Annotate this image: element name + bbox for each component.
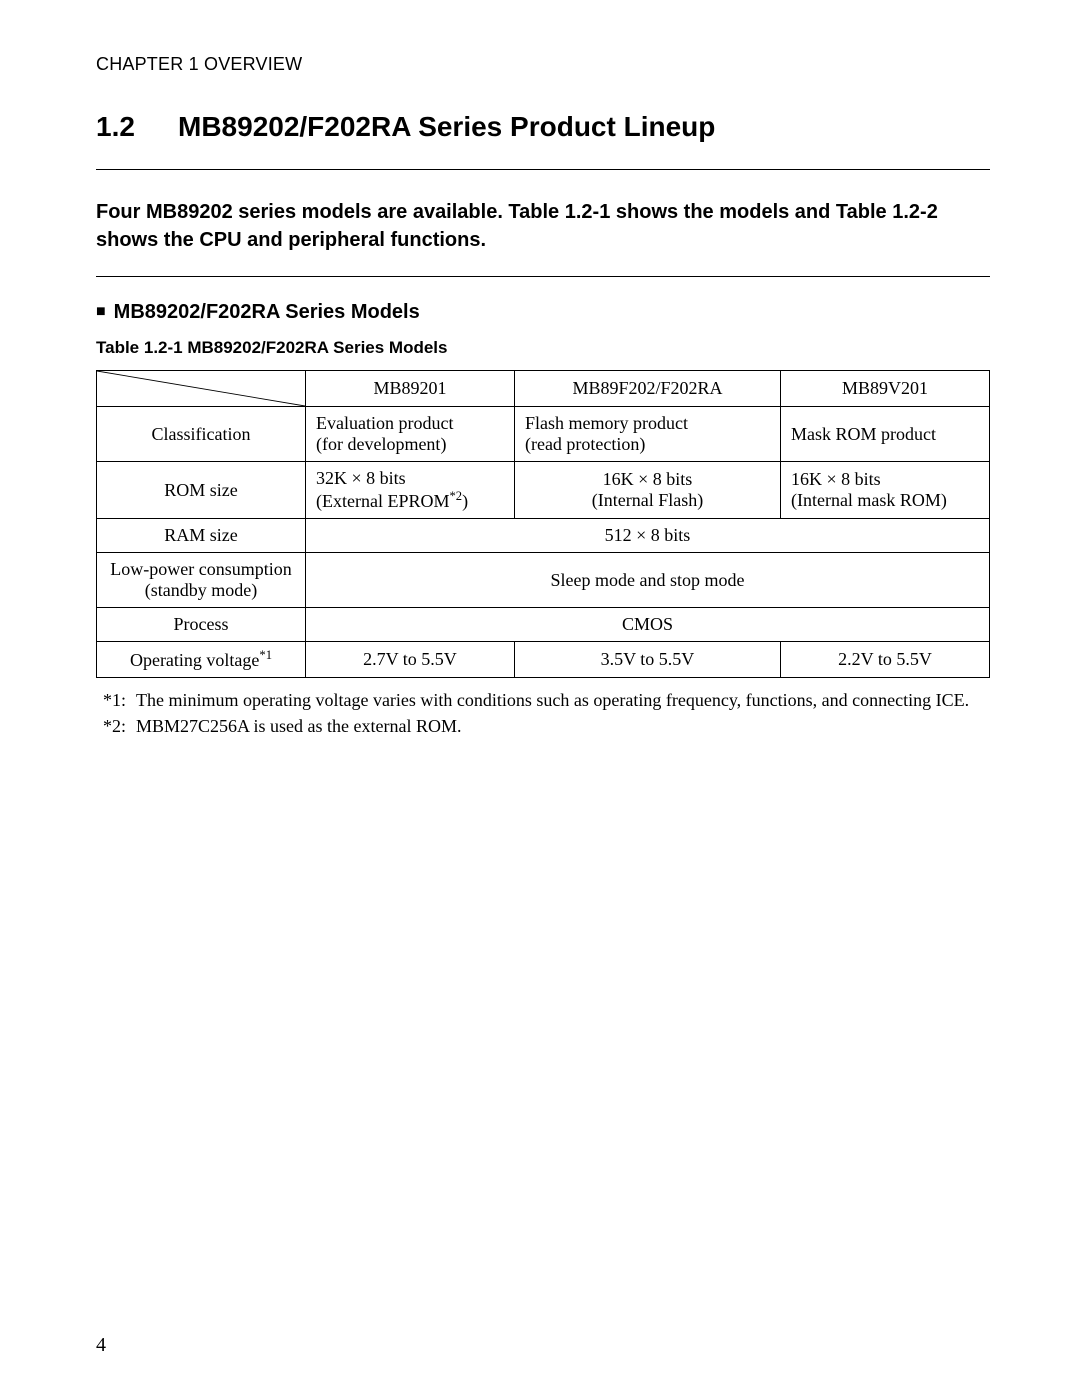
merged-cell: CMOS xyxy=(305,608,989,642)
chapter-header: CHAPTER 1 OVERVIEW xyxy=(96,54,990,75)
table-cell: Flash memory product(read protection) xyxy=(514,407,780,462)
col-header: MB89F202/F202RA xyxy=(514,371,780,407)
table-header-row: MB89201 MB89F202/F202RA MB89V201 xyxy=(97,371,990,407)
page-number: 4 xyxy=(96,1334,106,1357)
table-cell: 2.2V to 5.5V xyxy=(780,642,989,678)
row-label: Operating voltage*1 xyxy=(97,642,306,678)
table-caption: Table 1.2-1 MB89202/F202RA Series Models xyxy=(96,338,990,358)
table-row: Operating voltage*12.7V to 5.5V3.5V to 5… xyxy=(97,642,990,678)
merged-cell: Sleep mode and stop mode xyxy=(305,553,989,608)
row-label: RAM size xyxy=(97,519,306,553)
row-label: Process xyxy=(97,608,306,642)
section-summary: Four MB89202 series models are available… xyxy=(96,198,990,254)
table-body: ClassificationEvaluation product(for dev… xyxy=(97,407,990,678)
table-row: Low-power consumption(standby mode)Sleep… xyxy=(97,553,990,608)
col-header: MB89V201 xyxy=(780,371,989,407)
table-cell: 2.7V to 5.5V xyxy=(305,642,514,678)
table-row: ProcessCMOS xyxy=(97,608,990,642)
footnote: *2: MBM27C256A is used as the external R… xyxy=(96,714,990,738)
col-header: MB89201 xyxy=(305,371,514,407)
footnote-marker: *1: xyxy=(96,688,136,712)
models-table: MB89201 MB89F202/F202RA MB89V201 Classif… xyxy=(96,370,990,678)
footnote-text: The minimum operating voltage varies wit… xyxy=(136,688,990,712)
footnote: *1: The minimum operating voltage varies… xyxy=(96,688,990,712)
table-cell: Mask ROM product xyxy=(780,407,989,462)
table-cell: 16K × 8 bits(Internal mask ROM) xyxy=(780,462,989,519)
row-label: Classification xyxy=(97,407,306,462)
row-label: ROM size xyxy=(97,462,306,519)
section-number: 1.2 xyxy=(96,111,178,143)
table-cell: 3.5V to 5.5V xyxy=(514,642,780,678)
rule-bottom xyxy=(96,276,990,277)
table-row: ROM size32K × 8 bits(External EPROM*2)16… xyxy=(97,462,990,519)
footnotes: *1: The minimum operating voltage varies… xyxy=(96,688,990,739)
footnote-marker: *2: xyxy=(96,714,136,738)
merged-cell: 512 × 8 bits xyxy=(305,519,989,553)
subheading: ■ MB89202/F202RA Series Models xyxy=(96,301,990,324)
row-label: Low-power consumption(standby mode) xyxy=(97,553,306,608)
square-bullet-icon: ■ xyxy=(96,303,106,321)
table-cell: 32K × 8 bits(External EPROM*2) xyxy=(305,462,514,519)
table-cell: 16K × 8 bits(Internal Flash) xyxy=(514,462,780,519)
diagonal-line-icon xyxy=(97,371,305,406)
table-row: RAM size512 × 8 bits xyxy=(97,519,990,553)
footnote-text: MBM27C256A is used as the external ROM. xyxy=(136,714,990,738)
table-corner-cell xyxy=(97,371,306,407)
page: CHAPTER 1 OVERVIEW 1.2MB89202/F202RA Ser… xyxy=(0,0,1080,1397)
section-title: 1.2MB89202/F202RA Series Product Lineup xyxy=(96,111,990,143)
rule-top xyxy=(96,169,990,170)
table-row: ClassificationEvaluation product(for dev… xyxy=(97,407,990,462)
subheading-text: MB89202/F202RA Series Models xyxy=(114,301,420,323)
section-title-text: MB89202/F202RA Series Product Lineup xyxy=(178,111,715,142)
table-cell: Evaluation product(for development) xyxy=(305,407,514,462)
